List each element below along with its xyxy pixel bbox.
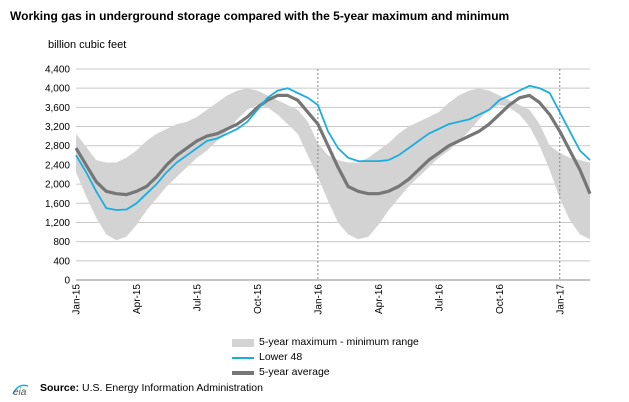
y-tick-label: 2,800 bbox=[45, 141, 70, 152]
legend-swatch-lower48 bbox=[232, 357, 254, 359]
y-tick-label: 4,000 bbox=[45, 84, 70, 95]
x-tick-label: Oct-16 bbox=[495, 284, 506, 314]
x-tick-label: Jul-15 bbox=[192, 284, 203, 312]
x-tick-label: Jan-15 bbox=[72, 284, 83, 315]
eia-logo: eia bbox=[12, 384, 29, 398]
x-tick-label: Oct-15 bbox=[253, 284, 264, 314]
chart-plot: 0 400 800 1,200 1,600 2,000 2,400 2,800 3,200 3,6… bbox=[45, 65, 592, 315]
average-line bbox=[74, 93, 592, 197]
y-tick-label: 2,000 bbox=[45, 180, 70, 191]
legend-label-range: 5-year maximum - minimum range bbox=[259, 336, 419, 348]
source-text: U.S. Energy Information Administration bbox=[82, 382, 263, 394]
legend-swatch-range bbox=[232, 339, 254, 347]
legend-label-lower48: Lower 48 bbox=[259, 351, 303, 363]
chart-title: Working gas in underground storage compa… bbox=[10, 9, 510, 23]
x-tick-label: Apr-16 bbox=[374, 284, 385, 314]
range-band bbox=[76, 88, 590, 241]
lower48-line bbox=[75, 84, 591, 211]
legend-label-average: 5-year average bbox=[259, 366, 330, 378]
y-unit-label: billion cubic feet bbox=[48, 39, 127, 51]
y-tick-label: 2,400 bbox=[45, 160, 70, 171]
y-tick-label: 800 bbox=[53, 237, 70, 248]
source-line: eia Source: U.S. Energy Information Admi… bbox=[10, 382, 263, 398]
source-label: Source: bbox=[40, 382, 80, 394]
y-tick-label: 3,200 bbox=[45, 122, 70, 133]
x-tick-label: Apr-15 bbox=[132, 284, 143, 314]
x-tick-label: Jul-16 bbox=[434, 284, 445, 312]
y-tick-label: 4,400 bbox=[45, 65, 70, 76]
legend-swatch-average bbox=[232, 371, 254, 375]
y-tick-label: 0 bbox=[64, 276, 70, 287]
y-tick-label: 1,600 bbox=[45, 199, 70, 210]
x-tick-label: Jan-17 bbox=[555, 284, 566, 315]
y-tick-label: 1,200 bbox=[45, 218, 70, 229]
x-tick-label: Jan-16 bbox=[313, 284, 324, 315]
y-tick-label: 400 bbox=[53, 256, 70, 267]
y-tick-label: 3,600 bbox=[45, 103, 70, 114]
eia-logo-text: eia bbox=[13, 387, 27, 398]
